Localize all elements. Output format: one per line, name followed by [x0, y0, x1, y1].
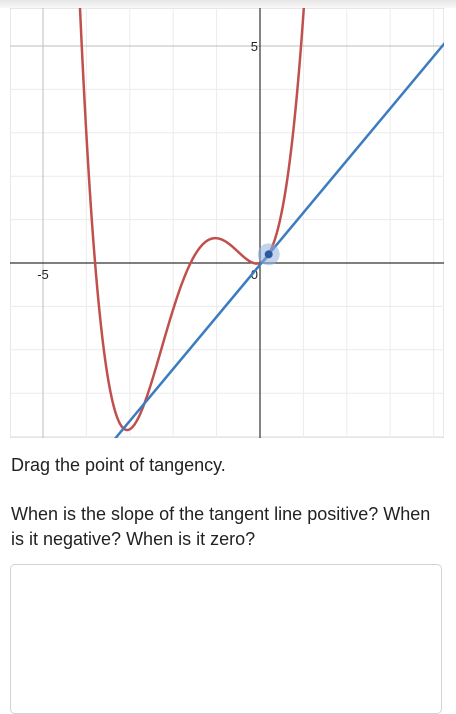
graph-panel[interactable]: -5 0 5 -5 [10, 8, 444, 438]
tangent-line [113, 41, 444, 438]
top-bar [0, 0, 456, 8]
y-tick-label-5: 5 [251, 39, 258, 54]
origin-label: 0 [251, 267, 258, 282]
graph-canvas[interactable]: -5 0 5 -5 [10, 8, 444, 438]
instruction-text: Drag the point of tangency. [11, 455, 226, 475]
answer-textbox[interactable] [10, 564, 442, 714]
function-curve [78, 8, 306, 432]
question-text: When is the slope of the tangent line po… [11, 504, 431, 549]
x-tick-label-neg5: -5 [37, 267, 49, 282]
tangent-point-handle[interactable] [264, 250, 273, 259]
